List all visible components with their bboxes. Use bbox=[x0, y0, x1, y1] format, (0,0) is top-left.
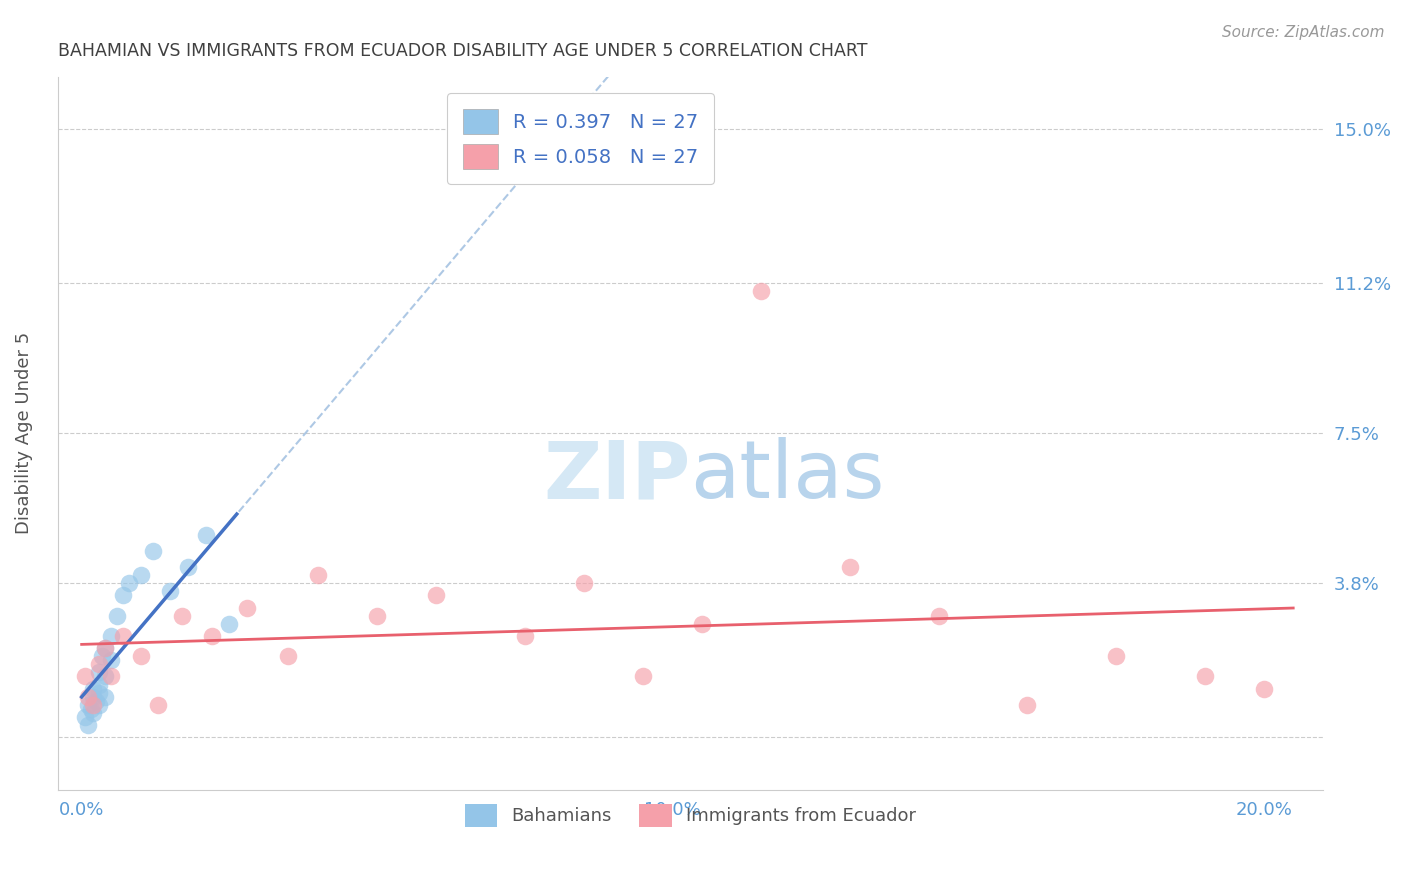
Point bbox=[1253, 681, 1275, 696]
Point bbox=[142, 543, 165, 558]
Point bbox=[100, 629, 122, 643]
Point bbox=[89, 698, 111, 712]
Point bbox=[307, 568, 329, 582]
Point bbox=[129, 649, 152, 664]
Point bbox=[76, 718, 98, 732]
Point bbox=[94, 641, 117, 656]
Point bbox=[129, 568, 152, 582]
Point bbox=[425, 588, 447, 602]
Point bbox=[94, 690, 117, 704]
Point bbox=[631, 669, 654, 683]
Point bbox=[89, 686, 111, 700]
Point bbox=[218, 616, 240, 631]
Point bbox=[118, 576, 141, 591]
Y-axis label: Disability Age Under 5: Disability Age Under 5 bbox=[15, 332, 32, 534]
Text: ZIP: ZIP bbox=[543, 437, 690, 515]
Point bbox=[111, 588, 134, 602]
Point bbox=[194, 527, 217, 541]
Point bbox=[201, 629, 224, 643]
Point bbox=[148, 698, 170, 712]
Point bbox=[1105, 649, 1128, 664]
Point bbox=[928, 608, 950, 623]
Point bbox=[73, 669, 96, 683]
Point bbox=[89, 657, 111, 672]
Point bbox=[73, 710, 96, 724]
Point bbox=[159, 584, 181, 599]
Point bbox=[94, 641, 117, 656]
Point bbox=[82, 698, 104, 712]
Point bbox=[105, 608, 128, 623]
Point bbox=[82, 681, 104, 696]
Point bbox=[89, 677, 111, 691]
Point bbox=[366, 608, 388, 623]
Point bbox=[89, 665, 111, 680]
Point bbox=[82, 690, 104, 704]
Point bbox=[513, 629, 536, 643]
Point bbox=[82, 706, 104, 720]
Text: BAHAMIAN VS IMMIGRANTS FROM ECUADOR DISABILITY AGE UNDER 5 CORRELATION CHART: BAHAMIAN VS IMMIGRANTS FROM ECUADOR DISA… bbox=[58, 42, 868, 60]
Point bbox=[91, 649, 114, 664]
Point bbox=[839, 560, 862, 574]
Point bbox=[177, 560, 200, 574]
Point bbox=[100, 669, 122, 683]
Point bbox=[111, 629, 134, 643]
Point bbox=[79, 702, 101, 716]
Point bbox=[172, 608, 194, 623]
Point bbox=[1017, 698, 1039, 712]
Point bbox=[277, 649, 299, 664]
Point bbox=[1194, 669, 1216, 683]
Point bbox=[76, 690, 98, 704]
Text: atlas: atlas bbox=[690, 437, 884, 515]
Text: Source: ZipAtlas.com: Source: ZipAtlas.com bbox=[1222, 25, 1385, 40]
Point bbox=[94, 669, 117, 683]
Point bbox=[100, 653, 122, 667]
Point bbox=[690, 616, 713, 631]
Point bbox=[236, 600, 259, 615]
Point bbox=[572, 576, 595, 591]
Legend: Bahamians, Immigrants from Ecuador: Bahamians, Immigrants from Ecuador bbox=[457, 797, 924, 834]
Point bbox=[749, 285, 772, 299]
Point bbox=[86, 694, 108, 708]
Point bbox=[76, 698, 98, 712]
